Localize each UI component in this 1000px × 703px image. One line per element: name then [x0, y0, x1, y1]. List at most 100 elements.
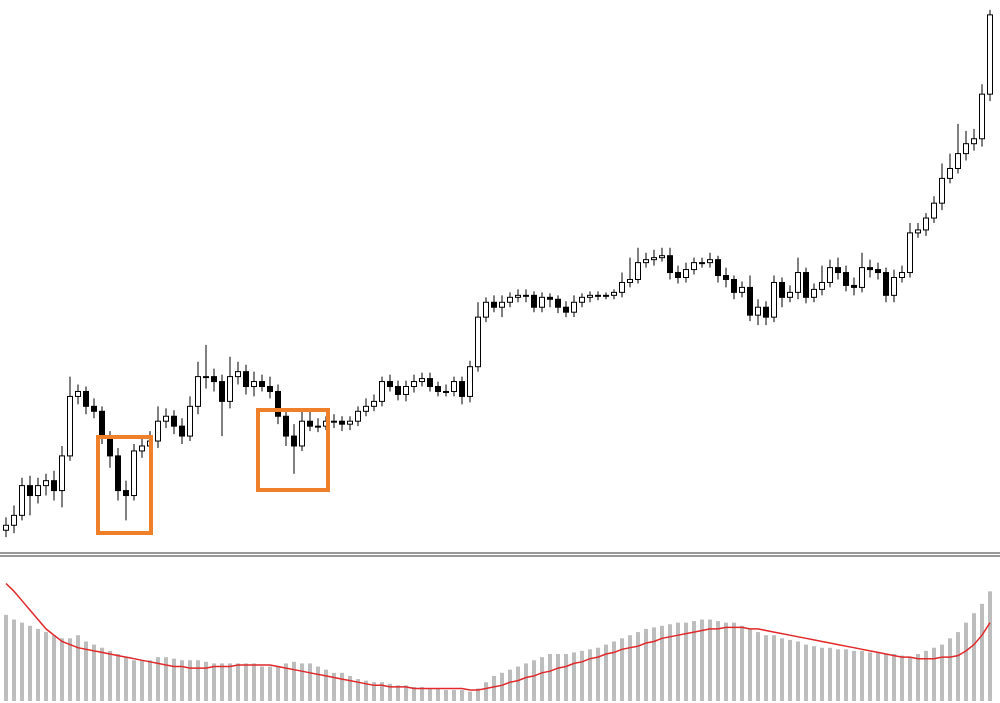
candle-body [555, 298, 561, 308]
candle-body [603, 294, 609, 297]
histogram-bar [92, 644, 96, 701]
highlight-box [256, 408, 330, 492]
histogram-bar [660, 625, 664, 701]
histogram-bar [164, 657, 168, 701]
candle-body [11, 514, 17, 526]
candle-body [275, 390, 281, 417]
candle-body [459, 381, 465, 397]
histogram-bar [868, 652, 872, 701]
histogram-bar [692, 621, 696, 701]
candle-body [123, 490, 129, 497]
histogram-bar [316, 666, 320, 701]
histogram-bar [788, 639, 792, 701]
histogram-bar [772, 635, 776, 701]
candle-body [587, 294, 593, 298]
candle-body [427, 378, 433, 388]
candle-body [675, 272, 681, 279]
histogram-bar [292, 661, 296, 701]
histogram-bar [780, 638, 784, 701]
candle-body [419, 378, 425, 383]
candle-body [179, 425, 185, 437]
histogram-bar [588, 649, 592, 701]
histogram-bar [980, 603, 984, 701]
candle-body [875, 269, 881, 274]
candle-body [395, 386, 401, 395]
candle-body [3, 524, 9, 531]
candle-body [907, 232, 913, 274]
histogram-bar [220, 663, 224, 701]
histogram-bar [668, 624, 672, 701]
histogram-bar [892, 654, 896, 701]
histogram-bar [236, 663, 240, 701]
histogram-bar [76, 635, 80, 701]
candle-body [371, 400, 377, 407]
candle-body [307, 420, 313, 427]
candle-body [579, 296, 585, 303]
candle-body [955, 153, 961, 169]
candle-body [731, 278, 737, 293]
histogram-bar [348, 675, 352, 701]
histogram-bar [964, 622, 968, 701]
histogram-bar [452, 690, 456, 701]
histogram-bar [188, 660, 192, 701]
histogram-bar [636, 632, 640, 701]
histogram-bar [516, 666, 520, 701]
histogram-bar [156, 657, 160, 701]
histogram-bar [396, 685, 400, 701]
histogram-bar [4, 614, 8, 701]
histogram-bar [364, 680, 368, 701]
marks [3, 9, 993, 701]
candle-body [379, 381, 385, 402]
candle-body [691, 262, 697, 271]
histogram-bar [212, 663, 216, 701]
candle-body [787, 291, 793, 298]
histogram-bar [332, 672, 336, 701]
candle-body [763, 306, 769, 318]
candle-body [139, 445, 145, 452]
candle-body [403, 386, 409, 395]
candle-body [331, 420, 337, 423]
histogram-bar [932, 647, 936, 701]
candle-body [155, 420, 161, 442]
candle-body [339, 420, 345, 425]
candle-body [739, 286, 745, 293]
histogram-bar [300, 663, 304, 701]
histogram-bar [620, 638, 624, 701]
candle-body [411, 381, 417, 388]
histogram-bar [436, 688, 440, 701]
histogram-bar [580, 650, 584, 701]
histogram-bar [148, 660, 152, 701]
histogram-bar [284, 663, 288, 701]
histogram-bar [812, 646, 816, 701]
histogram-bar [948, 638, 952, 701]
candle-body [67, 395, 73, 457]
histogram-bar [84, 641, 88, 701]
histogram-bar [700, 619, 704, 701]
candle-body [499, 301, 505, 308]
candle-body [195, 376, 201, 407]
histogram-bar [380, 682, 384, 701]
histogram-bar [468, 691, 472, 701]
candle-body [827, 267, 833, 283]
histogram-bar [108, 650, 112, 701]
histogram-bar [676, 622, 680, 701]
candle-body [635, 262, 641, 280]
histogram-bar [252, 663, 256, 701]
histogram-bar [740, 625, 744, 701]
histogram-bar [972, 613, 976, 701]
histogram-bar [68, 638, 72, 701]
histogram-bar [756, 632, 760, 701]
candle-body [819, 281, 825, 290]
histogram-bar [908, 657, 912, 701]
candle-body [811, 288, 817, 298]
histogram-bar [356, 679, 360, 701]
histogram-bar [196, 660, 200, 701]
candle-body [267, 386, 273, 392]
candle-body [595, 294, 601, 297]
histogram-bar [36, 628, 40, 701]
histogram-bar [956, 632, 960, 701]
histogram-bar [180, 660, 184, 701]
candle-body [851, 284, 857, 288]
histogram-bar [276, 666, 280, 701]
histogram-bar [476, 688, 480, 701]
